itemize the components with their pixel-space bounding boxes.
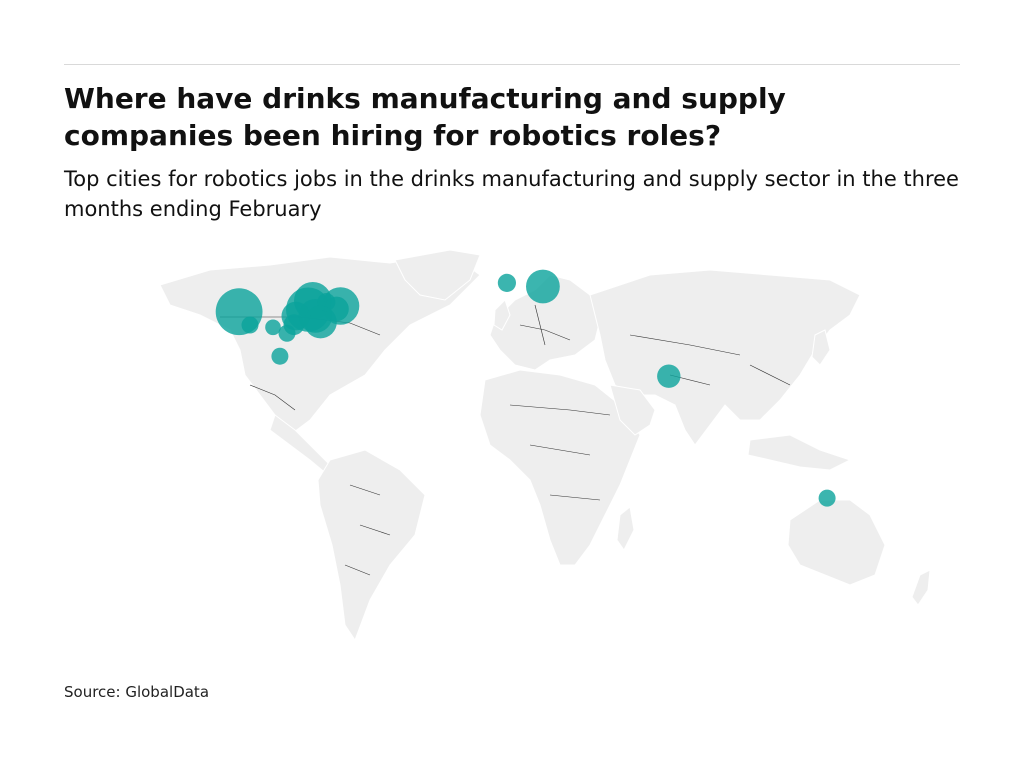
landmass-southeast-asia	[747, 434, 852, 471]
landmass-south-america	[317, 449, 426, 642]
landmass-madagascar	[616, 506, 635, 551]
landmass-arabia	[609, 384, 656, 436]
landmass-greenland	[394, 249, 481, 301]
landmass-africa	[479, 369, 641, 566]
source-note: Source: GlobalData	[64, 683, 210, 701]
landmass-new-zealand	[911, 569, 931, 606]
border-layer	[220, 304, 791, 576]
landmass-australia	[787, 499, 886, 586]
border-usa-mexico	[249, 384, 296, 411]
world-map-svg	[159, 249, 931, 642]
bubble-layer	[215, 269, 836, 507]
border-africa	[509, 404, 611, 501]
chart-title: Where have drinks manufacturing and supp…	[64, 82, 786, 152]
city-bubble	[526, 269, 560, 304]
landmass-japan	[811, 329, 831, 366]
city-bubble	[317, 293, 336, 312]
land-layer	[159, 249, 931, 642]
city-bubble	[265, 319, 281, 336]
border-south-america	[344, 484, 391, 576]
city-bubble	[278, 324, 296, 342]
city-bubble	[818, 489, 836, 507]
top-divider	[64, 64, 960, 65]
city-bubble	[241, 316, 259, 334]
landmass-uk	[493, 299, 511, 331]
chart-subtitle: Top cities for robotics jobs in the drin…	[64, 167, 959, 221]
border-europe	[519, 304, 571, 346]
city-bubble	[497, 273, 516, 292]
city-bubble	[271, 347, 289, 365]
city-bubble	[657, 364, 681, 388]
world-map	[150, 245, 970, 645]
